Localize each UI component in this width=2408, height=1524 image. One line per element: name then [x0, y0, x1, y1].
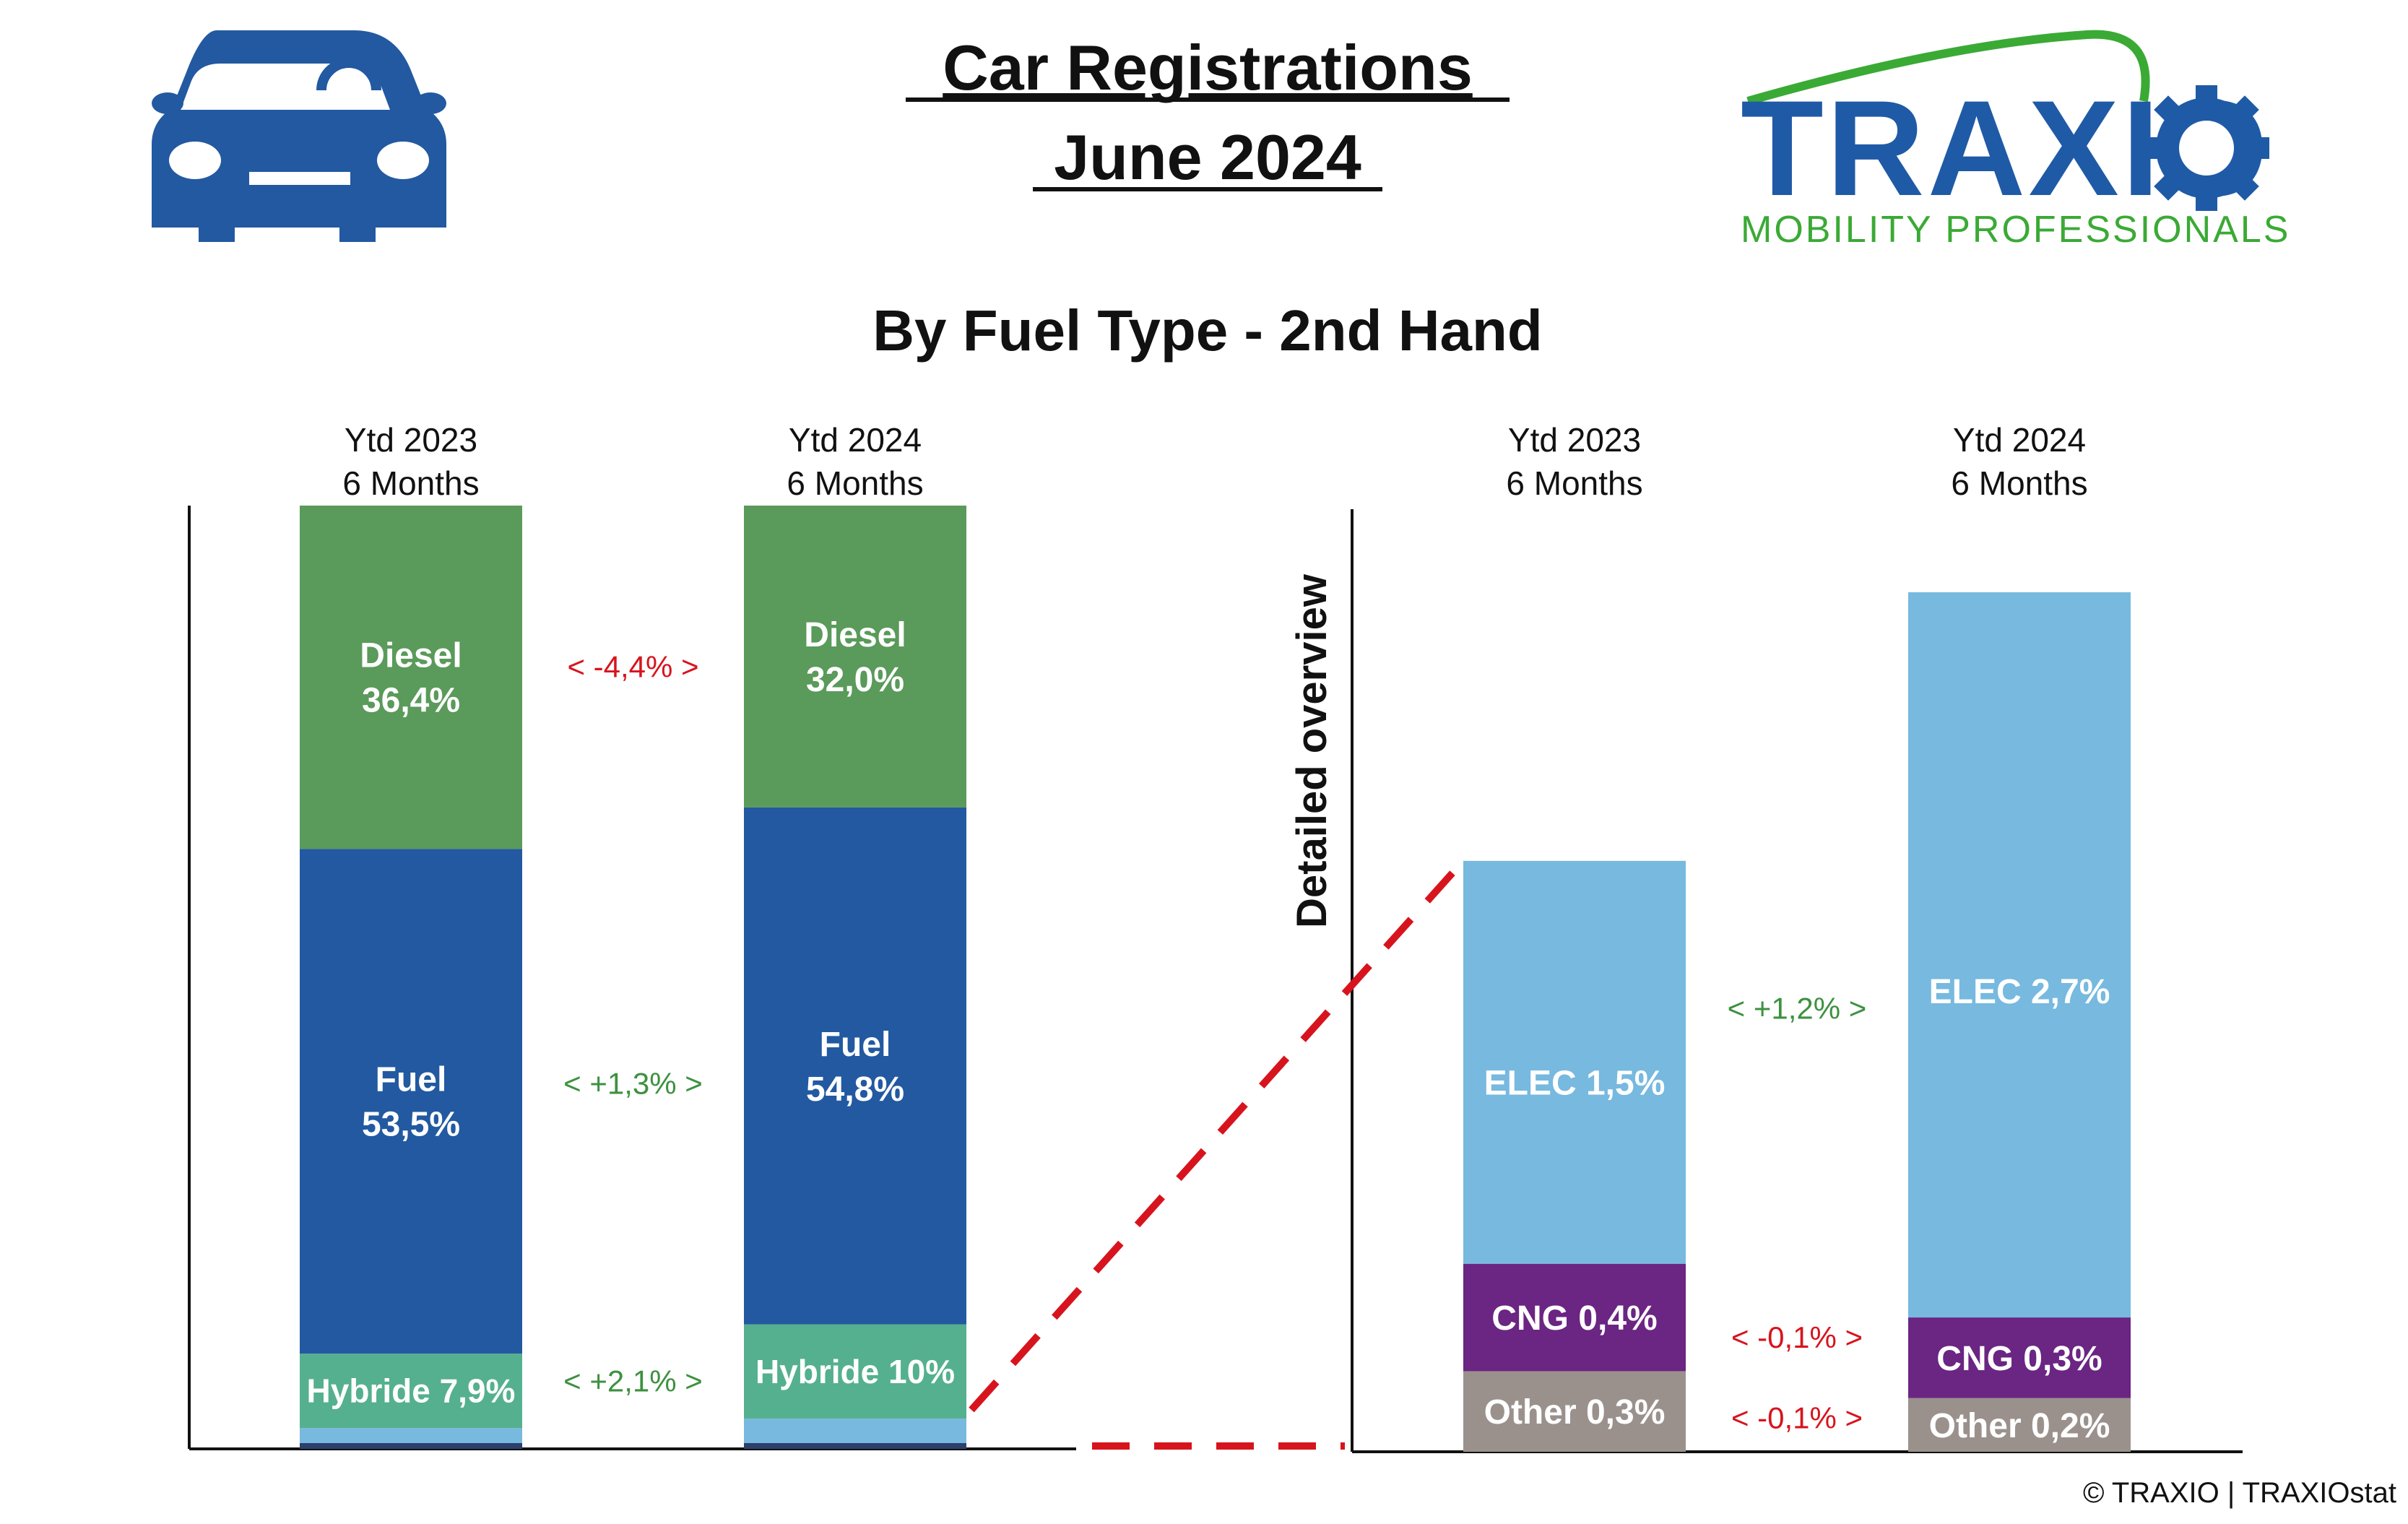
- category-label: 6 Months: [1951, 464, 2087, 502]
- bar-hybride: [744, 1324, 966, 1419]
- data-label: CNG 0,3%: [1936, 1340, 2102, 1378]
- difference-label: < -4,4% >: [567, 649, 698, 683]
- bar-hybride: [300, 1354, 522, 1429]
- difference-label: < +2,1% >: [563, 1364, 703, 1398]
- category-label: 6 Months: [787, 464, 923, 502]
- title-line-1: Car Registrations: [943, 32, 1473, 103]
- connector-line-upper: [969, 858, 1466, 1413]
- data-label: Hybride 10%: [755, 1353, 955, 1390]
- bar-diesel: [744, 506, 966, 808]
- bar-cng: [1463, 1263, 1686, 1372]
- data-label: 32,0%: [806, 661, 904, 699]
- data-label: ELEC 1,5%: [1484, 1065, 1666, 1103]
- bar-diesel: [300, 506, 522, 849]
- bar-cng: [1908, 1317, 2131, 1398]
- chart-detail: Detailed overview Ytd 2023 6 Months Other 0…: [1289, 421, 2243, 1453]
- data-label: CNG 0,4%: [1491, 1299, 1657, 1338]
- difference-label: < +1,2% >: [1728, 991, 1867, 1025]
- difference-label: < -0,1% >: [1731, 1320, 1863, 1354]
- title-line-2: June 2024: [1054, 121, 1361, 193]
- bar-other: [1463, 1371, 1686, 1452]
- bar-other: [1908, 1398, 2131, 1452]
- bar-elec: [1463, 860, 1686, 1264]
- data-label: Other 0,3%: [1484, 1393, 1666, 1432]
- bar-baseline: [300, 1443, 522, 1449]
- data-label: Other 0,2%: [1929, 1407, 2110, 1445]
- data-label: 36,4%: [362, 682, 460, 720]
- bar-fuel: [744, 807, 966, 1325]
- logo-swoosh: [1746, 30, 2150, 105]
- category-label: Ytd 2024: [1953, 421, 2086, 459]
- logo-tagline: MOBILITY PROFESSIONALS: [1741, 209, 2290, 251]
- detail-connector: [969, 858, 1466, 1450]
- data-label: 53,5%: [362, 1106, 460, 1144]
- gear-icon: [2144, 85, 2269, 211]
- series-label: Diesel: [360, 637, 462, 675]
- copyright: © TRAXIO | TRAXIOstat: [2083, 1477, 2396, 1509]
- bar-baseline: [744, 1443, 966, 1449]
- data-label: 54,8%: [806, 1070, 904, 1109]
- category-label: 6 Months: [342, 464, 479, 502]
- traxio-logo: TRAXIO MOBILITY PROFESSIONALS: [1741, 30, 2290, 251]
- difference-label: < +1,3% >: [563, 1066, 703, 1100]
- chart-main: Ytd 2023 6 Months Hybride 7,9% Fuel 53,5% Die…: [188, 421, 1076, 1450]
- bar-elec: [1908, 592, 2131, 1318]
- subtitle: By Fuel Type - 2nd Hand: [872, 298, 1543, 363]
- data-label: ELEC 2,7%: [1929, 973, 2110, 1011]
- data-label: Hybride 7,9%: [307, 1372, 516, 1410]
- side-label: Detailed overview: [1289, 573, 1335, 928]
- bar-fuel: [300, 849, 522, 1354]
- series-label: Diesel: [804, 616, 906, 654]
- series-label: Fuel: [376, 1061, 447, 1099]
- difference-label: < -0,1% >: [1731, 1401, 1863, 1435]
- category-label: Ytd 2023: [345, 421, 477, 459]
- car-icon: [152, 30, 446, 242]
- category-label: Ytd 2024: [789, 421, 922, 459]
- series-label: Fuel: [820, 1026, 891, 1064]
- category-label: 6 Months: [1506, 464, 1642, 502]
- category-label: Ytd 2023: [1508, 421, 1641, 459]
